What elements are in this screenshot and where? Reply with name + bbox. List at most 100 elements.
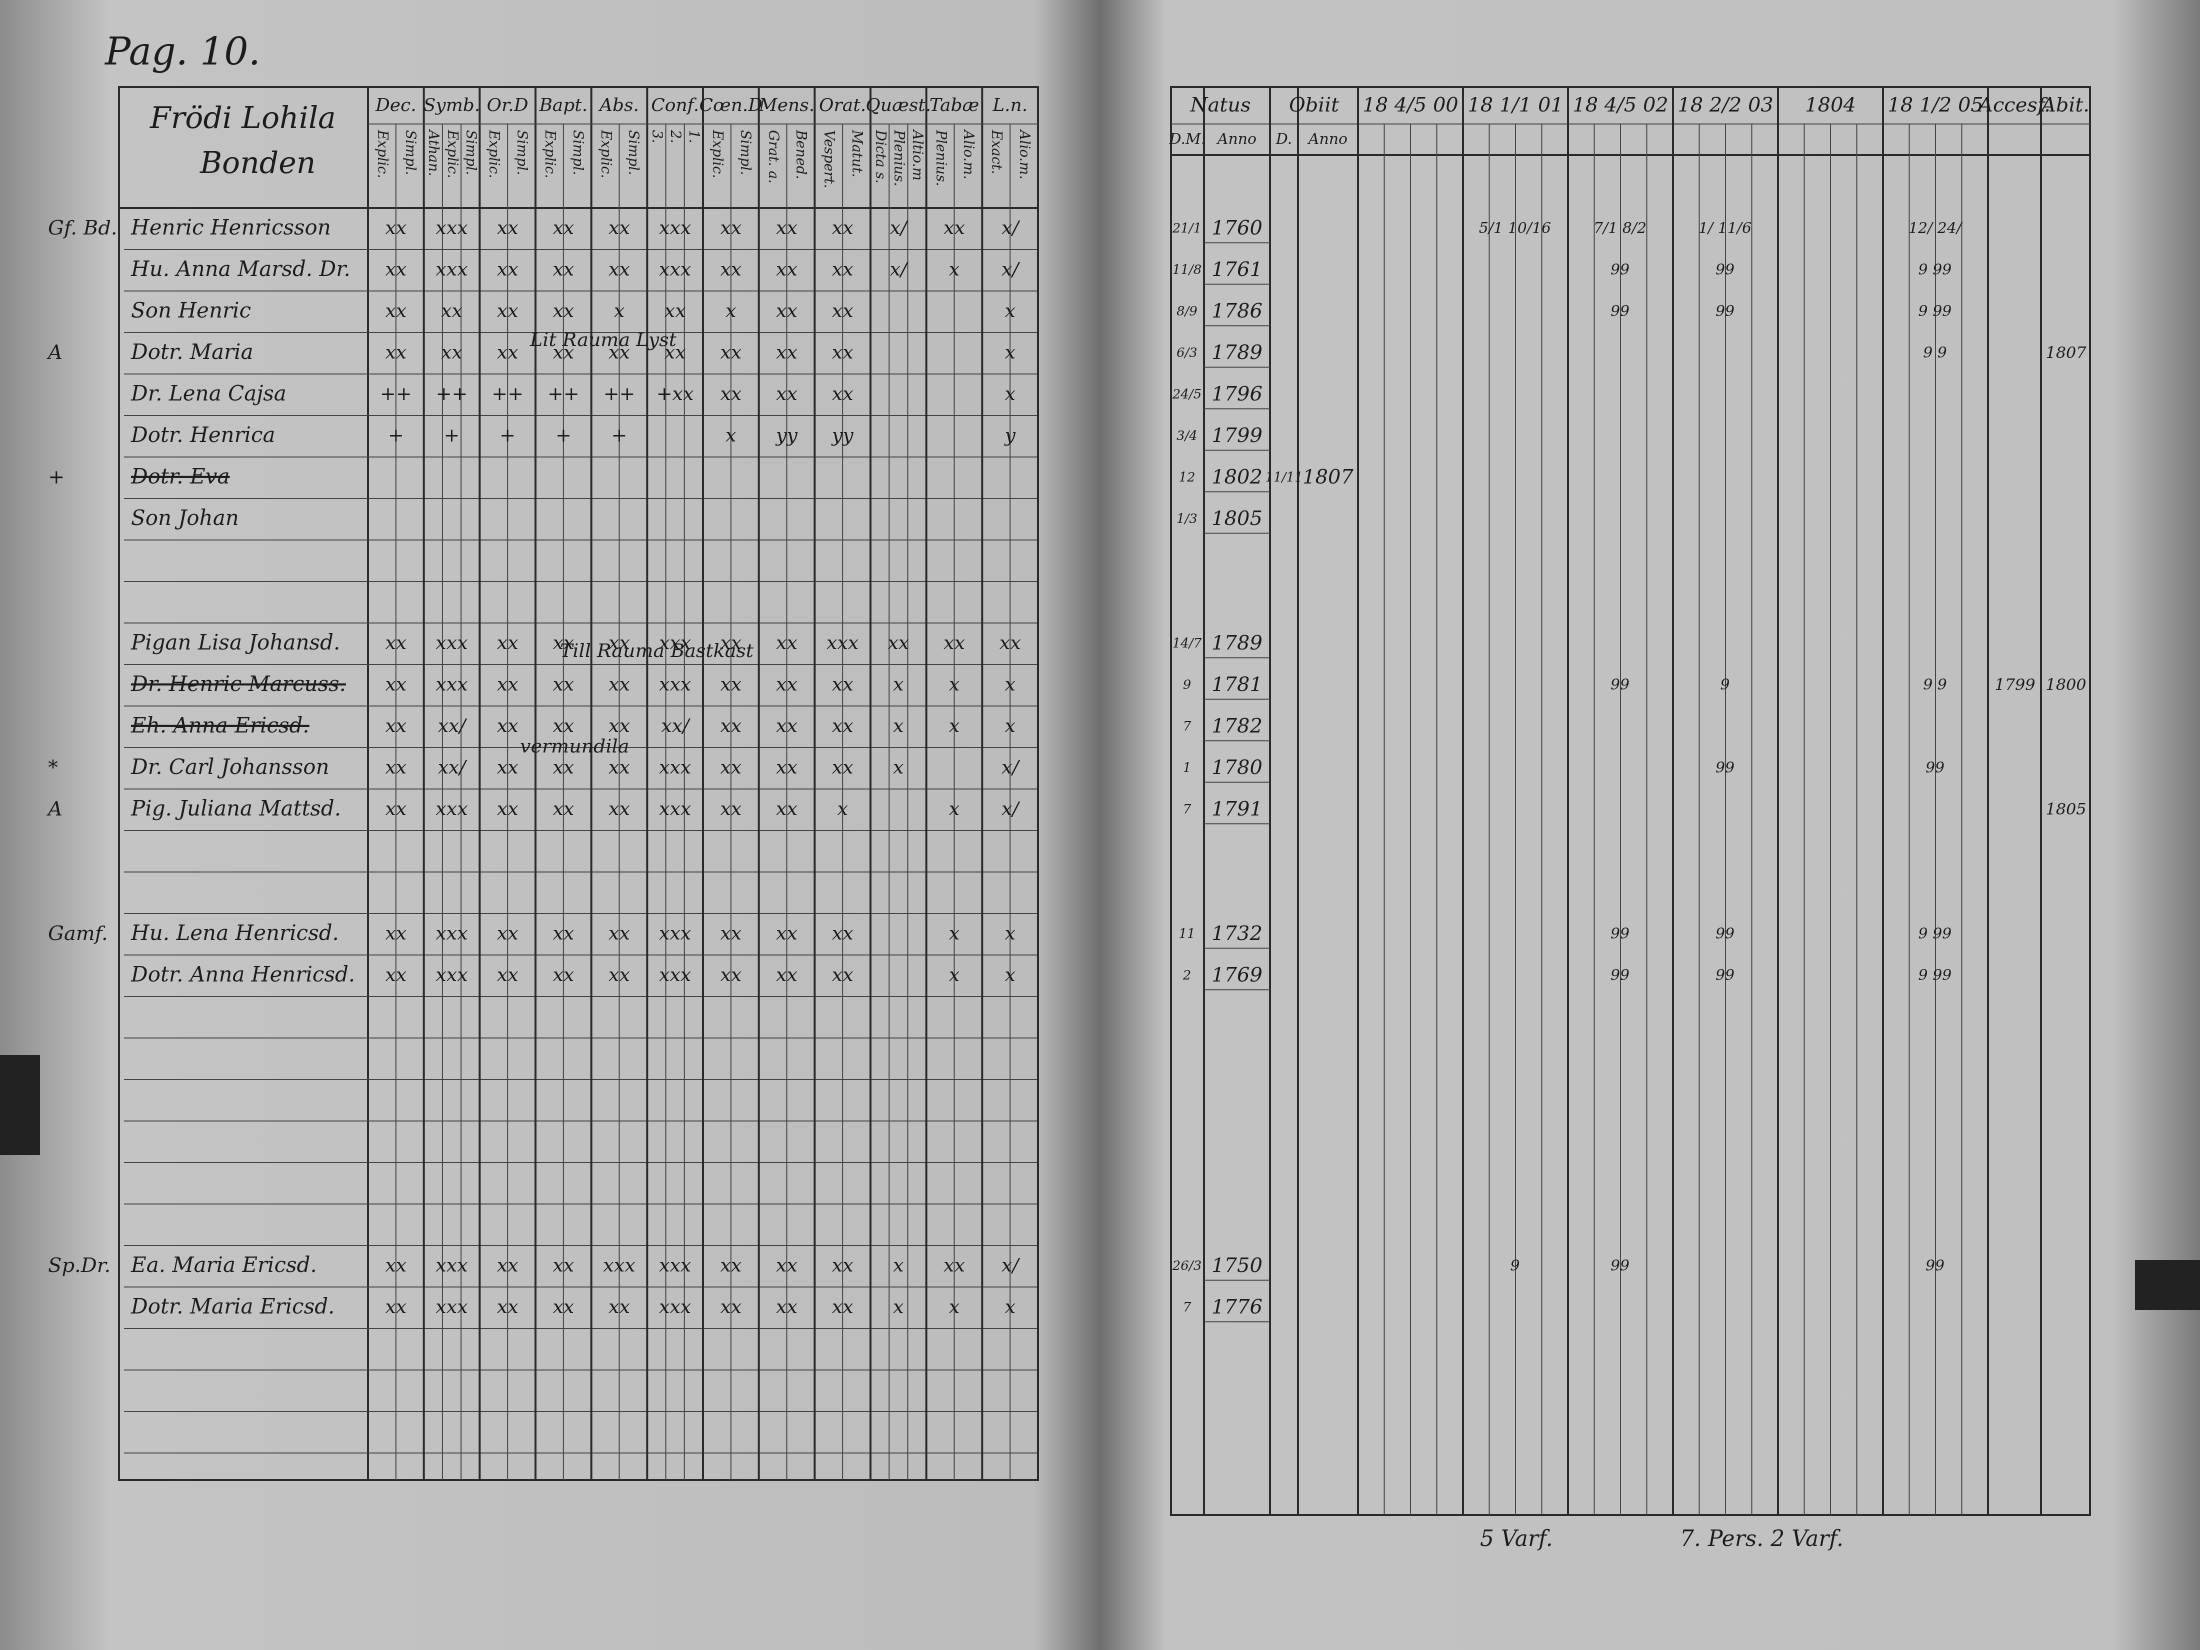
column-subtitle: Explic. [597,129,613,178]
year-entry: 9 99 [1918,260,1952,278]
head-title: Frödi Lohila [149,101,336,136]
register-entry: 1799 [1995,675,2036,694]
footer-note: 5 Varf. [1480,1527,1553,1552]
catechism-mark: xxx [436,1296,468,1318]
catechism-mark: xxx [659,964,691,986]
catechism-mark: x [949,715,960,737]
catechism-mark: xxx [436,258,468,280]
catechism-mark: xx [553,300,575,322]
catechism-mark: x/ [1002,798,1021,820]
person-name: Ea. Maria Ericsd. [130,1253,317,1277]
head-title: Bonden [199,146,316,181]
column-subtitle: Simpl. [625,130,641,175]
column-subtitle: Alio.m. [1016,128,1032,179]
catechism-mark: xx [385,715,407,737]
catechism-mark: + [555,424,571,446]
catechism-mark: x [949,922,960,944]
register-entry: 1805 [1212,506,1263,530]
year-entry: 99 [1610,260,1630,278]
catechism-mark: xx [776,715,798,737]
person-name: Dotr. Maria Ericsd. [130,1294,335,1318]
register-entry: 14/7 [1172,636,1202,651]
catechism-mark: xx [776,300,798,322]
person-name: Dr. Henric Marcuss. [130,672,346,696]
catechism-mark: ++ [547,383,579,405]
catechism-mark: xx [609,258,631,280]
catechism-mark: xx [720,341,742,363]
catechism-mark: xx [944,632,966,654]
catechism-mark: xx [553,715,575,737]
column-subtitle: Anno [1306,130,1347,148]
catechism-mark: xx [609,798,631,820]
year-entry: 99 [1925,1256,1945,1274]
register-entry: 11/11 [1265,470,1302,485]
catechism-mark: x/ [890,217,909,239]
catechism-mark: xx [497,922,519,944]
annotation: vermundila [520,736,629,758]
column-title: Natus [1189,93,1251,117]
year-entry: 9 99 [1918,924,1952,942]
catechism-mark: x [726,424,737,446]
column-title: Orat. [819,95,866,116]
catechism-mark: xx [664,341,686,363]
catechism-mark: xx [776,1254,798,1276]
column-subtitle: Simpl. [737,130,753,175]
column-subtitle: D.M. [1168,130,1205,148]
column-subtitle: Athan. [425,128,441,176]
register-entry: 7 [1183,802,1192,817]
catechism-mark: x/ [1002,258,1021,280]
column-title: Accesf. [1977,93,2051,117]
catechism-mark: xx [609,341,631,363]
margin-note: Sp.Dr. [48,1253,111,1277]
column-subtitle: Vespert. [821,130,837,188]
column-title: Quæst. [866,95,931,116]
catechism-mark: xx [720,673,742,695]
register-entry: 1807 [1303,464,1354,488]
catechism-mark: xx [609,1296,631,1318]
column-title: 1804 [1805,93,1856,117]
margin-note: + [48,464,65,488]
catechism-mark: xxx [436,632,468,654]
register-entry: 1805 [2046,799,2087,818]
catechism-mark: xx [832,922,854,944]
catechism-mark: xx [832,217,854,239]
register-entry: 1732 [1212,921,1263,945]
year-entry: 7/1 8/2 [1593,219,1646,237]
catechism-mark: xx [776,217,798,239]
catechism-mark: xx [385,922,407,944]
column-title: 18 1/1 01 [1468,93,1564,117]
catechism-mark: xx [497,673,519,695]
catechism-mark: x [837,798,848,820]
catechism-mark: xx/ [661,715,690,737]
person-name: Dr. Lena Cajsa [130,381,286,405]
register-entry: 1807 [2046,343,2088,362]
register-entry: 1799 [1212,423,1263,447]
person-name: Pig. Juliana Mattsd. [130,796,341,820]
catechism-mark: xx [776,1296,798,1318]
column-title: 18 2/2 03 [1678,93,1774,117]
person-name: Son Johan [131,506,239,530]
catechism-mark: xx [553,798,575,820]
register-entry: 1791 [1212,796,1263,820]
catechism-mark: xx [720,1296,742,1318]
column-subtitle: Dicta s. [872,129,888,184]
catechism-mark: xx [720,258,742,280]
catechism-mark: x [893,1254,904,1276]
column-subtitle: Grat. a. [765,130,781,184]
column-subtitle: Explic. [374,129,390,178]
catechism-mark: x/ [1002,756,1021,778]
catechism-mark: xx [497,1296,519,1318]
catechism-mark: xx [776,673,798,695]
register-entry: 1786 [1212,298,1263,322]
catechism-mark: xx [497,798,519,820]
right-table-frame [1170,86,2091,1516]
catechism-mark: xx [720,1254,742,1276]
catechism-mark: xxx [436,1254,468,1276]
catechism-mark: x [1005,922,1016,944]
catechism-mark: xx [832,715,854,737]
register-entry: 6/3 [1177,346,1198,361]
catechism-mark: xx [553,1296,575,1318]
catechism-mark: xx [832,756,854,778]
catechism-mark: xx [609,632,631,654]
register-entry: 8/9 [1177,304,1198,319]
